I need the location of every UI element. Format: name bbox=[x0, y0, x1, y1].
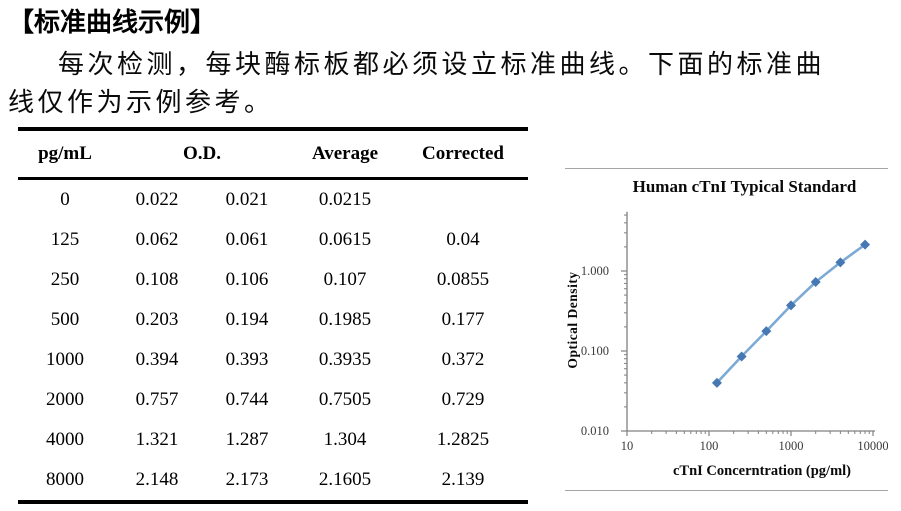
conc-cell: 500 bbox=[50, 309, 80, 330]
col-header-conc: pg/mL bbox=[18, 129, 112, 180]
od1-cell: 0.022 bbox=[135, 189, 179, 210]
average-cell: 0.0615 bbox=[318, 229, 372, 250]
x-tick-label: 1000 bbox=[779, 439, 804, 453]
paragraph-line-1: 每次检测，每块酶标板都必须设立标准曲线。下面的标准曲 bbox=[58, 50, 826, 79]
od1-cell: 0.062 bbox=[135, 229, 179, 250]
data-point-marker bbox=[736, 351, 747, 362]
col-header-corrected: Corrected bbox=[398, 129, 528, 180]
average-cell: 0.1985 bbox=[318, 309, 372, 330]
table-row: 1000 0.394 0.393 0.3935 0.372 bbox=[18, 340, 528, 380]
data-point-marker bbox=[810, 276, 821, 287]
paragraph-line-2: 线仅作为示例参考。 bbox=[8, 88, 274, 117]
od1-cell: 0.203 bbox=[135, 309, 179, 330]
table-row: 125 0.062 0.061 0.0615 0.04 bbox=[18, 220, 528, 260]
corrected-cell: 0.04 bbox=[446, 229, 480, 250]
average-cell: 1.304 bbox=[323, 429, 367, 450]
corrected-cell: 0.729 bbox=[441, 389, 485, 410]
corrected-cell: 0.0855 bbox=[436, 269, 490, 290]
average-cell: 2.1605 bbox=[318, 469, 372, 490]
col-header-od: O.D. bbox=[112, 129, 292, 180]
chart-title: Human cTnI Typical Standard bbox=[632, 177, 857, 196]
od1-cell: 0.394 bbox=[135, 349, 179, 370]
corrected-cell: 2.139 bbox=[441, 469, 485, 490]
standard-curve-table: pg/mL O.D. Average Corrected 0 0.022 0.021… bbox=[18, 127, 528, 504]
data-point-marker bbox=[860, 239, 871, 250]
data-point-marker bbox=[786, 300, 796, 311]
data-point-marker bbox=[835, 257, 846, 268]
conc-cell: 8000 bbox=[46, 469, 84, 490]
od1-cell: 1.321 bbox=[135, 429, 179, 450]
od1-cell: 2.148 bbox=[135, 469, 179, 490]
y-tick-label: 1.000 bbox=[581, 264, 609, 278]
conc-cell: 2000 bbox=[46, 389, 84, 410]
conc-cell: 250 bbox=[50, 269, 80, 290]
conc-cell: 1000 bbox=[46, 349, 84, 370]
corrected-cell: 0.372 bbox=[441, 349, 485, 370]
conc-cell: 0 bbox=[60, 189, 70, 210]
y-tick-label: 0.100 bbox=[581, 344, 609, 358]
table-row: 4000 1.321 1.287 1.304 1.2825 bbox=[18, 420, 528, 460]
corrected-cell: 1.2825 bbox=[436, 429, 490, 450]
od1-cell: 0.108 bbox=[135, 269, 179, 290]
col-header-average: Average bbox=[292, 129, 398, 180]
x-tick-label: 10000 bbox=[857, 439, 888, 453]
x-tick-label: 100 bbox=[700, 439, 719, 453]
od2-cell: 0.106 bbox=[225, 269, 269, 290]
od2-cell: 0.393 bbox=[225, 349, 269, 370]
data-point-marker bbox=[711, 377, 722, 388]
table-row: 0 0.022 0.021 0.0215 bbox=[18, 179, 528, 221]
average-cell: 0.107 bbox=[323, 269, 367, 290]
table-row: 500 0.203 0.194 0.1985 0.177 bbox=[18, 300, 528, 340]
data-point-marker bbox=[761, 326, 772, 337]
od2-cell: 0.061 bbox=[225, 229, 269, 250]
od2-cell: 2.173 bbox=[225, 469, 269, 490]
chart-panel: Human cTnI Typical Standard 10 100 1000 100… bbox=[565, 168, 888, 491]
average-cell: 0.3935 bbox=[318, 349, 372, 370]
od2-cell: 0.744 bbox=[225, 389, 269, 410]
corrected-cell: 0.177 bbox=[441, 309, 485, 330]
od2-cell: 0.021 bbox=[225, 189, 269, 210]
y-tick-label: 0.010 bbox=[581, 424, 609, 438]
conc-cell: 4000 bbox=[46, 429, 84, 450]
average-cell: 0.7505 bbox=[318, 389, 372, 410]
corrected-cell bbox=[398, 179, 528, 221]
od1-cell: 0.757 bbox=[135, 389, 179, 410]
standard-curve-chart: 10 100 1000 10000 0.010 0.100 1.000 cTnI Concer… bbox=[565, 211, 888, 479]
table-row: 8000 2.148 2.173 2.1605 2.139 bbox=[18, 460, 528, 502]
series-line bbox=[715, 243, 867, 385]
table-header-row: pg/mL O.D. Average Corrected bbox=[18, 129, 528, 180]
average-cell: 0.0215 bbox=[318, 189, 372, 210]
table-body: 0 0.022 0.021 0.0215 125 0.062 0.061 0.0615 0.04… bbox=[18, 179, 528, 503]
x-tick-label: 10 bbox=[621, 439, 634, 453]
conc-cell: 125 bbox=[50, 229, 80, 250]
y-axis-label: Optical Density bbox=[565, 271, 580, 368]
table-row: 2000 0.757 0.744 0.7505 0.729 bbox=[18, 380, 528, 420]
x-axis-label: cTnI Concerntration (pg/ml) bbox=[673, 463, 851, 479]
od2-cell: 1.287 bbox=[225, 429, 269, 450]
od2-cell: 0.194 bbox=[225, 309, 269, 330]
table-row: 250 0.108 0.106 0.107 0.0855 bbox=[18, 260, 528, 300]
section-heading: 【标准曲线示例】 bbox=[8, 7, 217, 37]
